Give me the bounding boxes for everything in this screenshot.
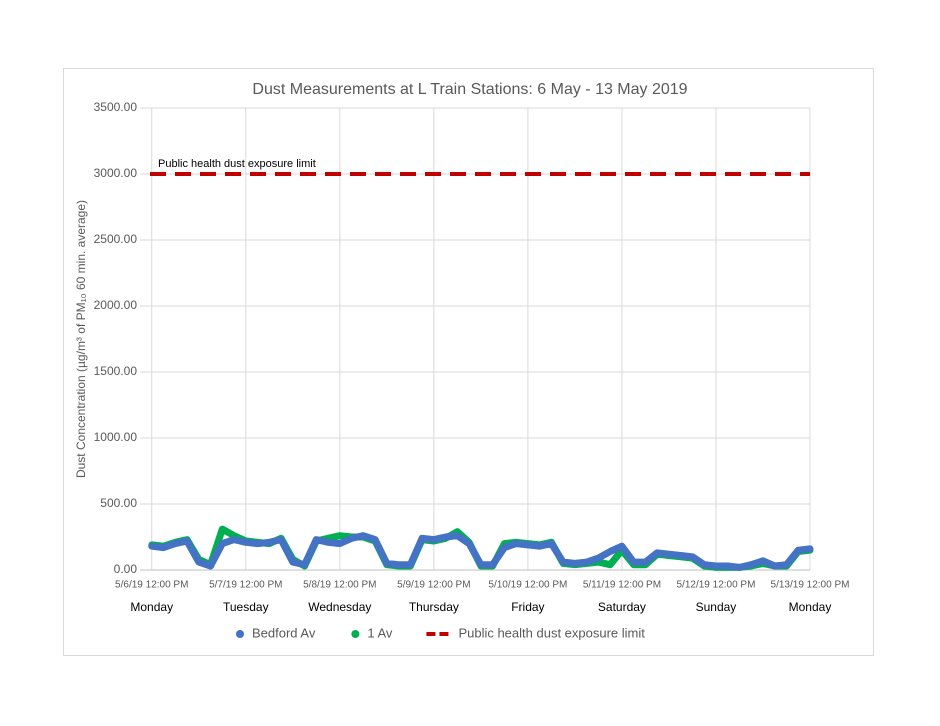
- x-day-label: Sunday: [696, 600, 737, 614]
- x-day-label: Saturday: [598, 600, 646, 614]
- y-axis-title: Dust Concentration (µg/m³ of PM₁₀ 60 min…: [74, 200, 88, 478]
- x-tick-label: 5/8/19 12:00 PM: [303, 580, 376, 591]
- y-tick-label: 1500.00: [94, 364, 138, 378]
- x-tick-label: 5/6/19 12:00 PM: [115, 580, 188, 591]
- legend-marker: [236, 630, 244, 638]
- y-tick-label: 3000.00: [94, 166, 138, 180]
- x-tick-label: 5/9/19 12:00 PM: [397, 580, 470, 591]
- x-day-label: Monday: [789, 600, 832, 614]
- x-day-label: Wednesday: [308, 600, 371, 614]
- x-tick-label: 5/7/19 12:00 PM: [209, 580, 282, 591]
- series-line: [148, 532, 814, 571]
- annotation: Public health dust exposure limit: [158, 158, 316, 170]
- x-day-label: Thursday: [409, 600, 459, 614]
- x-tick-label: 5/10/19 12:00 PM: [488, 580, 567, 591]
- x-day-label: Monday: [130, 600, 173, 614]
- y-tick-label: 2000.00: [94, 298, 138, 312]
- x-tick-label: 5/11/19 12:00 PM: [583, 580, 661, 591]
- y-tick-label: 500.00: [100, 496, 137, 510]
- y-tick-label: 1000.00: [94, 430, 138, 444]
- x-day-label: Tuesday: [223, 600, 269, 614]
- x-tick-label: 5/12/19 12:00 PM: [676, 580, 755, 591]
- y-tick-label: 3500.00: [94, 100, 138, 114]
- y-tick-label: 2500.00: [94, 232, 138, 246]
- y-tick-label: 0.00: [114, 562, 138, 576]
- x-day-label: Friday: [511, 600, 544, 614]
- chart-title: Dust Measurements at L Train Stations: 6…: [252, 81, 687, 98]
- legend-label: Bedford Av: [252, 625, 316, 640]
- x-tick-label: 5/13/19 12:00 PM: [771, 580, 850, 591]
- legend-label: 1 Av: [367, 625, 393, 640]
- legend-marker: [351, 630, 360, 638]
- legend-label: Public health dust exposure limit: [458, 625, 645, 640]
